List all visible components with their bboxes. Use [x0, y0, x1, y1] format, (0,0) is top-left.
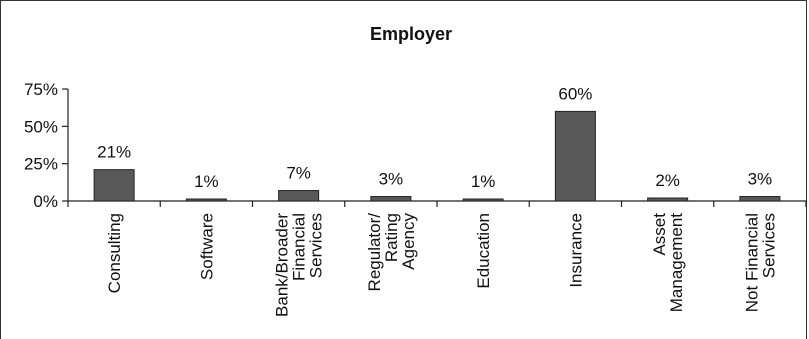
bars: [93, 110, 781, 202]
bar: [185, 198, 227, 202]
x-tick-label-line: Not Financial: [742, 213, 761, 312]
x-tick-label-line: Services: [307, 213, 326, 278]
y-tick-label: 0%: [33, 192, 58, 211]
y-tick-label: 25%: [24, 155, 58, 174]
bar: [278, 190, 320, 202]
bar: [554, 110, 596, 202]
y-tick-label: 50%: [24, 117, 58, 136]
data-labels: 21% 1% 7% 3% 1% 60% 2% 3%: [97, 84, 772, 191]
x-tick-label-line: Financial: [290, 213, 309, 281]
bar: [647, 197, 689, 202]
x-tick-label-line: Regulator/: [365, 213, 384, 292]
x-tick-label: Insurance: [566, 213, 585, 288]
x-tick-label-line: Software: [197, 213, 216, 280]
chart-title: Employer: [370, 24, 452, 44]
x-tick-label: Consulting: [105, 213, 124, 293]
x-tick-label-line: Bank/Broader: [273, 213, 292, 317]
axes: 0% 25% 50% 75%: [24, 80, 807, 211]
bar: [93, 169, 135, 202]
bar-value-label: 1%: [471, 172, 496, 191]
bar: [462, 198, 504, 202]
bar-value-label: 2%: [655, 171, 680, 190]
bar-value-label: 60%: [558, 84, 592, 103]
bar-value-label: 7%: [286, 164, 311, 183]
bar-value-label: 1%: [194, 172, 219, 191]
bar-value-label: 3%: [748, 170, 773, 189]
x-tick-label: Education: [474, 213, 493, 289]
x-tick-labels: Consulting Software Bank/BroaderFinancialS…: [105, 213, 778, 317]
x-tick-label-line: Rating: [382, 213, 401, 262]
x-tick-label-line: Education: [474, 213, 493, 289]
x-tick-label-line: Services: [759, 213, 778, 278]
y-tick-label: 75%: [24, 80, 58, 99]
x-tick-label-line: Agency: [399, 213, 418, 270]
bar-value-label: 3%: [379, 170, 404, 189]
bar: [370, 196, 412, 202]
bar: [739, 196, 781, 202]
x-tick-label-line: Asset: [650, 213, 669, 256]
x-tick-label-line: Management: [667, 213, 686, 313]
bar-value-label: 21%: [97, 143, 131, 162]
x-tick-label: Software: [197, 213, 216, 280]
x-tick-label-line: Consulting: [105, 213, 124, 293]
x-tick-label-line: Insurance: [566, 213, 585, 288]
